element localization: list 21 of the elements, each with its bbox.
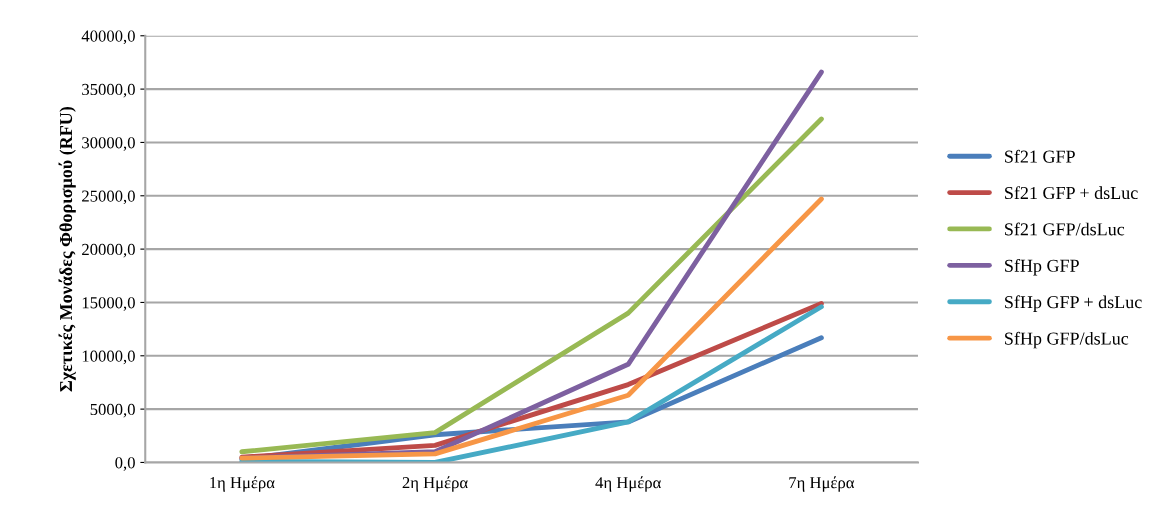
y-tick-label: 20000,0 <box>82 243 135 258</box>
line-series <box>239 196 824 461</box>
y-tick-label: 35000,0 <box>82 83 135 98</box>
y-tick-label: 30000,0 <box>82 137 135 151</box>
legend-label: Sf21 GFP <box>1005 149 1075 163</box>
legend-label: Sf21 GFP + dsLuc <box>1005 186 1138 200</box>
y-tick-label: 10000,0 <box>82 350 135 365</box>
y-tick-label: 40000,0 <box>81 30 135 45</box>
x-tick-label: 7η Ημέρα <box>789 476 855 492</box>
x-tick-label: 1η Ημέρα <box>210 476 275 492</box>
x-tick-label: 4η Ημέρα <box>595 476 661 492</box>
y-tick-label: 5000,0 <box>90 403 135 418</box>
y-tick-label: 15000,0 <box>82 297 135 311</box>
y-tick-label: 25000,0 <box>82 190 135 205</box>
x-tick-label: 2η Ημέρα <box>402 476 468 492</box>
y-axis-title: Σχετικές Μονάδες Φθορισμού (RFU) <box>58 106 76 392</box>
legend-label: SfHp GFP + dsLuc <box>1005 295 1142 312</box>
legend-label: Sf21 GFP/dsLuc <box>1005 222 1125 236</box>
legend-label: SfHp GFP <box>1005 258 1079 276</box>
y-tick-label: 0,0 <box>115 457 135 471</box>
legend-label: SfHp GFP/dsLuc <box>1005 331 1129 349</box>
